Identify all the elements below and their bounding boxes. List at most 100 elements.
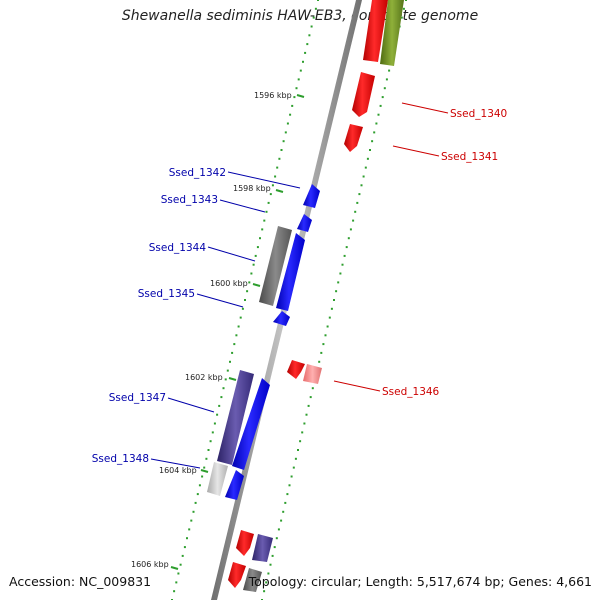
gene-label-ssed-1344[interactable]: Ssed_1344 bbox=[149, 242, 207, 254]
tick-dot bbox=[299, 69, 302, 72]
tick-dot bbox=[364, 166, 367, 169]
tick-dot bbox=[241, 307, 244, 310]
tick-dot bbox=[248, 281, 251, 284]
gene-label-ssed-1343[interactable]: Ssed_1343 bbox=[161, 194, 218, 206]
tick-dot bbox=[320, 351, 323, 354]
gene-label-ssed-1345[interactable]: Ssed_1345 bbox=[138, 288, 195, 300]
gene-ssed-1345[interactable] bbox=[273, 311, 290, 326]
tick-dot bbox=[192, 510, 195, 513]
tick-dot bbox=[186, 537, 188, 540]
gene-label-ssed-1340[interactable]: Ssed_1340 bbox=[450, 108, 507, 120]
gene-ssed-1340[interactable] bbox=[352, 72, 375, 117]
tick-dot bbox=[175, 581, 178, 584]
tick-dot bbox=[271, 184, 274, 187]
gene-feature[interactable] bbox=[303, 364, 322, 384]
tick-dot bbox=[356, 201, 359, 204]
tick-dot bbox=[312, 16, 315, 19]
tick-dot bbox=[173, 590, 176, 593]
tick-dot bbox=[277, 528, 280, 531]
tick-dot bbox=[388, 69, 391, 72]
tick-dot bbox=[250, 272, 253, 275]
tick-dot bbox=[183, 546, 186, 549]
tick-dot bbox=[375, 122, 378, 125]
tick-dot bbox=[354, 210, 357, 213]
tick-dot bbox=[276, 166, 279, 169]
gene-feature[interactable] bbox=[236, 530, 254, 556]
kbp-tick-label: 1600 kbp bbox=[210, 279, 248, 288]
tick-dot bbox=[280, 519, 283, 522]
tick-dot bbox=[284, 131, 287, 134]
gene-feature-grey[interactable] bbox=[259, 226, 292, 306]
tick-dot bbox=[254, 254, 257, 257]
tick-dot bbox=[297, 449, 299, 451]
tick-dot bbox=[345, 246, 348, 249]
gene-feature[interactable] bbox=[228, 562, 246, 588]
tick-dot bbox=[235, 334, 238, 337]
tick-dot bbox=[244, 299, 246, 301]
tick-dot bbox=[317, 0, 319, 1]
gene-ssed-1346[interactable] bbox=[287, 360, 305, 379]
tick-dot bbox=[231, 351, 234, 354]
gene-feature[interactable] bbox=[363, 0, 388, 62]
gene-feature[interactable] bbox=[380, 0, 404, 66]
tick-dot bbox=[274, 175, 277, 178]
tick-dot bbox=[358, 193, 361, 196]
tick-dot bbox=[310, 25, 313, 28]
tick-dot bbox=[198, 484, 201, 487]
gene-ssed-1348[interactable] bbox=[225, 470, 244, 500]
tick-dot bbox=[201, 475, 204, 478]
tick-dot bbox=[218, 404, 221, 407]
tick-dot bbox=[188, 528, 191, 531]
tick-dot bbox=[335, 290, 338, 293]
tick-dot bbox=[203, 466, 206, 469]
gene-ssed-1342[interactable] bbox=[303, 184, 320, 208]
gene-label-ssed-1342[interactable]: Ssed_1342 bbox=[169, 167, 226, 179]
gene-label-ssed-1348[interactable]: Ssed_1348 bbox=[92, 453, 149, 465]
tick-dot bbox=[305, 413, 308, 416]
tick-dot bbox=[341, 263, 344, 266]
tick-dot-track-left bbox=[171, 0, 319, 600]
gene-ssed-1341[interactable] bbox=[344, 124, 363, 152]
tick-dot bbox=[267, 572, 270, 575]
gene-labels: Ssed_1340 Ssed_1341 Ssed_1346 Ssed_1342 … bbox=[92, 108, 507, 465]
tick-dot bbox=[318, 360, 321, 363]
gene-feature-purple[interactable] bbox=[217, 370, 254, 465]
tick-dot bbox=[383, 87, 386, 90]
tick-dot bbox=[284, 501, 287, 504]
gene-ssed-1344[interactable] bbox=[276, 233, 305, 311]
reverse-strand-genes bbox=[207, 184, 320, 500]
tick-dot bbox=[246, 290, 249, 293]
tick-dot bbox=[179, 563, 182, 566]
tick-dot bbox=[263, 219, 266, 222]
gene-label-ssed-1341[interactable]: Ssed_1341 bbox=[441, 151, 498, 163]
tick-dot bbox=[330, 307, 333, 310]
tick-dot bbox=[278, 157, 281, 160]
tick-dot bbox=[405, 0, 407, 1]
tick-dot bbox=[360, 184, 363, 187]
tick-dot bbox=[302, 60, 304, 63]
gene-label-ssed-1347[interactable]: Ssed_1347 bbox=[109, 392, 166, 404]
forward-strand-genes bbox=[228, 0, 404, 592]
tick-dot bbox=[205, 457, 208, 460]
gene-label-ssed-1346[interactable]: Ssed_1346 bbox=[382, 386, 440, 398]
tick-dot bbox=[326, 325, 329, 328]
gene-feature-silver[interactable] bbox=[207, 462, 228, 496]
kbp-tick-labels: 1596 kbp 1598 kbp 1600 kbp 1602 kbp 1604… bbox=[131, 91, 305, 570]
tick-dot bbox=[211, 431, 214, 434]
gene-feature[interactable] bbox=[243, 568, 262, 592]
tick-dot bbox=[333, 299, 335, 301]
tick-dot bbox=[271, 554, 274, 557]
gene-feature[interactable] bbox=[252, 534, 273, 562]
tick-dot bbox=[229, 360, 231, 363]
tick-dot bbox=[366, 157, 369, 160]
tick-dot bbox=[328, 316, 331, 319]
tick-dot bbox=[295, 87, 298, 90]
gene-ssed-1347[interactable] bbox=[232, 378, 270, 470]
gene-ssed-1343[interactable] bbox=[297, 214, 312, 232]
tick-dot bbox=[308, 34, 311, 37]
tick-dot bbox=[294, 457, 297, 460]
tick-dot bbox=[362, 175, 365, 178]
tick-dot bbox=[196, 493, 199, 496]
